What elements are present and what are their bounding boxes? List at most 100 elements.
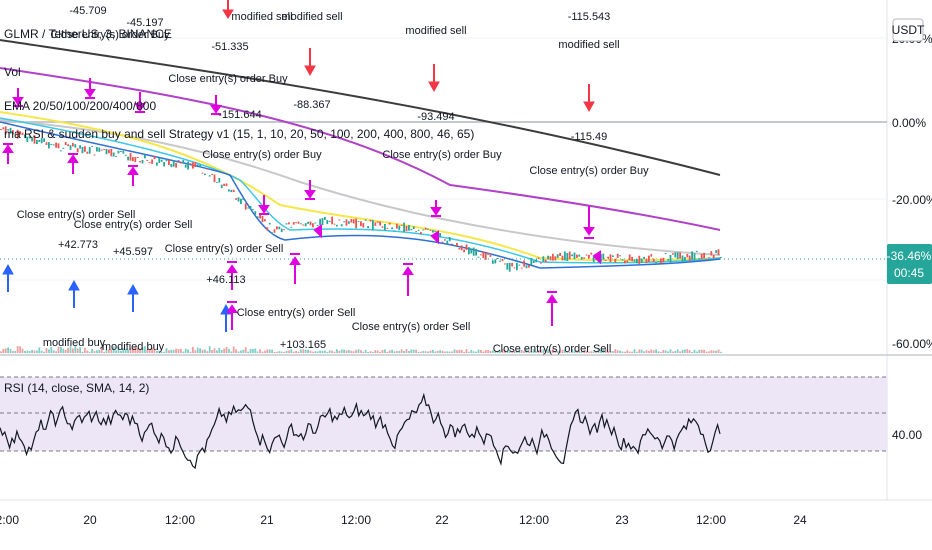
legend-ema[interactable]: EMA 20/50/100/200/400/800 (4, 99, 156, 113)
candle (708, 257, 710, 259)
candle (336, 224, 338, 227)
volume-bar (91, 348, 93, 353)
volume-bar (180, 348, 182, 353)
candle (484, 253, 487, 260)
volume-bar (24, 350, 26, 353)
currency-button[interactable]: USDT (892, 18, 925, 42)
volume-bar (206, 351, 209, 353)
candle (36, 139, 38, 145)
candle (261, 216, 264, 223)
candle (14, 133, 17, 135)
legend: GLMR / TetherUS, 3, BINANCE Vol EMA 20/5… (4, 27, 474, 141)
volume-bar (712, 350, 715, 353)
volume-bar (21, 348, 24, 353)
volume-bar (312, 351, 314, 353)
candle (340, 224, 343, 227)
candle (549, 256, 552, 261)
volume-bar (0, 351, 2, 353)
volume-bar (333, 351, 336, 353)
candle (487, 252, 489, 255)
candle (9, 127, 12, 134)
candle (304, 223, 307, 227)
candle (115, 155, 117, 157)
candle (7, 129, 9, 131)
volume-bar (456, 350, 458, 353)
candle (331, 216, 333, 225)
volume-bar (496, 351, 499, 353)
volume-bar (146, 349, 149, 353)
candle (441, 241, 444, 243)
candle (398, 225, 401, 231)
candle (127, 156, 129, 161)
candle (688, 255, 691, 261)
candle (288, 222, 290, 225)
candle (614, 258, 617, 263)
candle (225, 183, 228, 187)
candle (554, 256, 557, 261)
volume-bar (492, 350, 494, 353)
candle (100, 149, 103, 151)
legend-rsi[interactable]: RSI (14, close, SMA, 14, 2) (4, 381, 149, 395)
volume-bar (74, 346, 77, 353)
volume-bar (252, 348, 254, 353)
volume-bar (290, 349, 293, 353)
candle (170, 163, 173, 168)
volume-bar (472, 351, 475, 353)
candle (564, 251, 566, 261)
candle (662, 257, 665, 263)
candle (686, 253, 689, 258)
candle (26, 136, 29, 143)
volume-bar (52, 350, 55, 353)
volume-bar (362, 351, 365, 353)
candle (264, 219, 266, 222)
candle (460, 245, 463, 251)
candle (268, 222, 271, 225)
volume-bar (691, 351, 693, 353)
volume-bar (237, 351, 240, 353)
volume-bar (314, 351, 317, 353)
volume-bar (578, 351, 581, 353)
volume-bar (124, 348, 127, 353)
main-pane[interactable] (0, 0, 887, 354)
candle (134, 157, 137, 163)
volume-bar (213, 348, 216, 353)
legend-strategy[interactable]: ma RSI & sudden buy and sell Strategy v1… (4, 127, 474, 141)
volume-bar (693, 349, 696, 353)
volume-bar (537, 350, 540, 353)
legend-vol[interactable]: Vol (4, 65, 21, 79)
volume-bar (127, 349, 129, 353)
volume-bar (62, 348, 65, 353)
volume-bar (340, 349, 343, 353)
volume-bar (576, 350, 578, 353)
candle (175, 162, 177, 168)
annotation-text: Close entry(s) order Buy (382, 149, 502, 161)
volume-bar (240, 350, 242, 353)
candle (156, 162, 158, 166)
rsi-pane[interactable]: RSI (14, close, SMA, 14, 2) 40.00 (0, 376, 922, 470)
candle (74, 144, 77, 148)
volume-bar (31, 349, 33, 353)
symbol-title[interactable]: GLMR / TetherUS, 3, BINANCE (4, 27, 172, 41)
candle (300, 223, 302, 225)
main-grid (0, 37, 887, 281)
candle (696, 250, 698, 252)
candle (86, 151, 89, 154)
volume-bar (660, 351, 662, 353)
volume-bar (499, 350, 501, 353)
volume-bar (470, 350, 473, 353)
volume-bar (55, 351, 57, 353)
volume-bar (96, 350, 98, 353)
candle (266, 227, 269, 231)
candle (547, 255, 549, 260)
sell-arrow (428, 64, 440, 93)
candle (393, 230, 396, 232)
candle (230, 189, 233, 193)
volume-bar (436, 351, 439, 353)
candle (676, 252, 679, 260)
buy-arrow (127, 283, 139, 312)
volume-bar (424, 351, 427, 353)
candle (492, 260, 494, 264)
candle (624, 260, 626, 264)
currency-button-label: USDT (892, 23, 925, 37)
volume-bar (614, 349, 617, 353)
